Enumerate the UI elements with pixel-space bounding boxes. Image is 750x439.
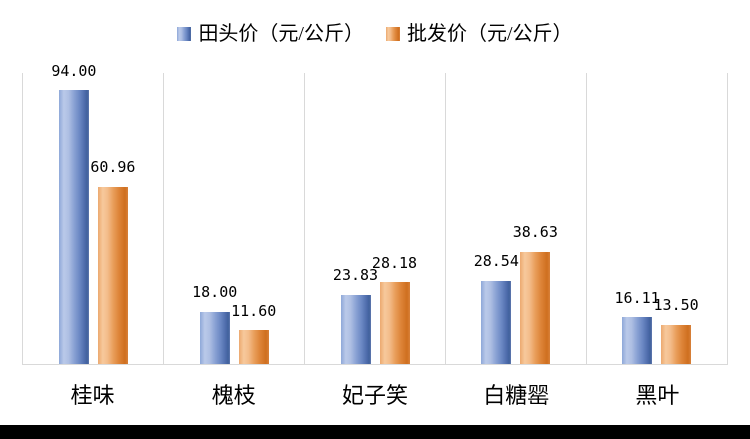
legend-item-farm-gate-price: 田头价（元/公斤） bbox=[177, 24, 364, 44]
value-label-wholesale-4: 13.50 bbox=[653, 296, 699, 315]
plot-area: 94.00 18.00 23.83 28.54 16.11 60.96 11.60 28.18… bbox=[22, 63, 728, 365]
legend-label-wholesale-price: 批发价（元/公斤） bbox=[407, 23, 573, 45]
x-axis-label-3: 白糖罂 bbox=[483, 383, 550, 408]
x-axis-labels: 桂味 槐枝 妃子笑 白糖罂 黑叶 bbox=[22, 381, 728, 411]
value-label-farm-gate-4: 16.11 bbox=[614, 288, 660, 307]
bar-wholesale-0 bbox=[97, 186, 128, 364]
x-axis-label-1: 槐枝 bbox=[211, 383, 256, 408]
bar-farm-gate-0 bbox=[58, 90, 89, 364]
bottom-black-bar bbox=[0, 425, 750, 439]
value-label-wholesale-2: 28.18 bbox=[371, 253, 418, 272]
bar-farm-gate-2 bbox=[340, 294, 371, 364]
bar-wholesale-1 bbox=[238, 330, 269, 364]
x-axis-label-2: 妃子笑 bbox=[342, 383, 409, 408]
bar-wholesale-4 bbox=[661, 324, 692, 364]
category-separator-line bbox=[585, 73, 587, 364]
bar-wholesale-2 bbox=[379, 282, 410, 364]
legend-swatch-orange-icon bbox=[386, 27, 400, 41]
bar-farm-gate-1 bbox=[199, 311, 230, 364]
x-axis-label-4: 黑叶 bbox=[635, 383, 680, 408]
bar-farm-gate-3 bbox=[481, 280, 512, 364]
value-label-wholesale-1: 11.60 bbox=[231, 301, 277, 320]
x-axis-label-0: 桂味 bbox=[70, 383, 115, 408]
bar-wholesale-3 bbox=[520, 251, 551, 364]
legend-label-farm-gate-price: 田头价（元/公斤） bbox=[198, 23, 364, 45]
category-separator-line bbox=[304, 73, 306, 364]
bar-farm-gate-4 bbox=[622, 317, 653, 364]
legend-swatch-blue-icon bbox=[177, 27, 192, 41]
value-label-farm-gate-3: 28.54 bbox=[473, 252, 519, 271]
legend: 田头价（元/公斤） 批发价（元/公斤） bbox=[0, 20, 750, 48]
category-separator-line bbox=[444, 73, 446, 364]
value-label-farm-gate-1: 18.00 bbox=[192, 283, 238, 302]
value-label-farm-gate-0: 94.00 bbox=[51, 61, 97, 80]
legend-item-wholesale-price: 批发价（元/公斤） bbox=[386, 24, 573, 44]
category-separator-line bbox=[163, 73, 165, 364]
value-label-wholesale-0: 60.96 bbox=[90, 158, 136, 177]
value-label-farm-gate-2: 23.83 bbox=[332, 266, 379, 285]
value-label-wholesale-3: 38.63 bbox=[512, 223, 558, 242]
